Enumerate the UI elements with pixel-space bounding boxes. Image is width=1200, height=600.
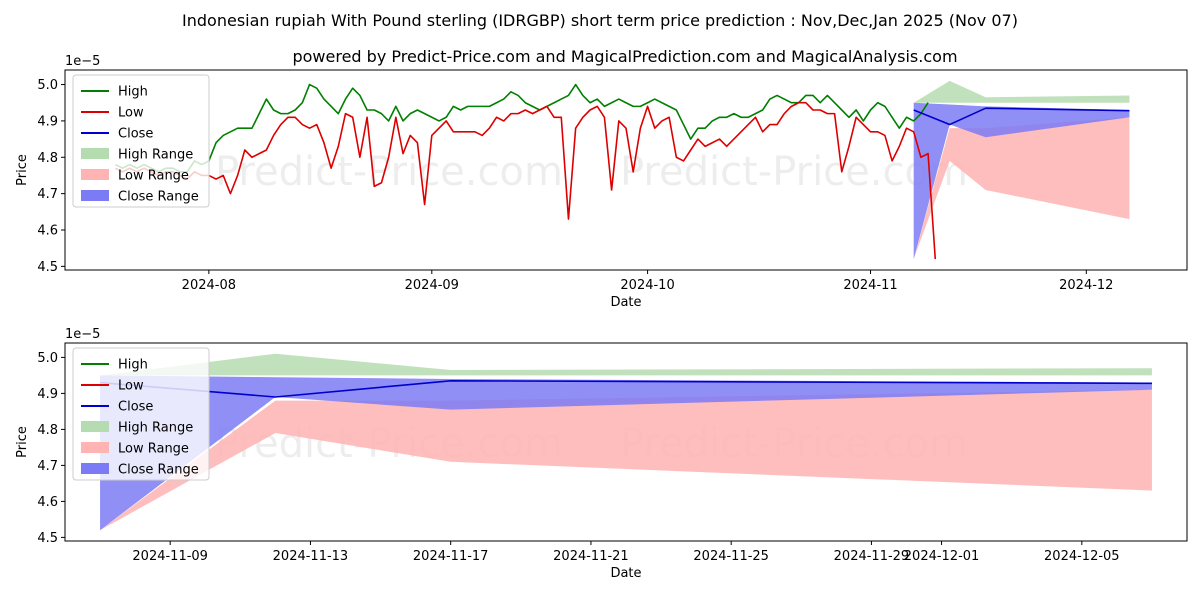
chart-title: Indonesian rupiah With Pound sterling (I… — [182, 11, 1018, 30]
top-low-range-band — [913, 117, 1130, 260]
bottom-legend-swatch-high-range — [81, 421, 109, 432]
top-legend-swatch-high-range — [81, 148, 109, 159]
top-ytick-label: 4.9 — [37, 114, 58, 129]
bottom-ytick-label: 4.7 — [37, 459, 58, 474]
bottom-xaxis-label: Date — [610, 566, 641, 581]
top-xaxis-label: Date — [610, 295, 641, 310]
bottom-xtick-label: 2024-11-17 — [413, 549, 489, 564]
top-legend-label-high-range: High Range — [118, 148, 193, 163]
bottom-xtick-label: 2024-11-29 — [834, 549, 910, 564]
bottom-yaxis-label: Price — [15, 426, 30, 458]
bottom-ytick-label: 4.8 — [37, 423, 58, 438]
bottom-chart-panel: Predict-Price.comPredict-Price.com4.54.6… — [15, 327, 1188, 581]
top-xtick-label: 2024-11 — [843, 278, 897, 293]
bottom-xtick-label: 2024-11-25 — [693, 549, 769, 564]
bottom-legend-swatch-close-range — [81, 463, 109, 474]
top-legend-label-high: High — [118, 85, 148, 100]
bottom-legend-label-close-range: Close Range — [118, 463, 199, 478]
top-exponent-label: 1e−5 — [65, 54, 100, 69]
bottom-legend-label-close: Close — [118, 400, 153, 415]
bottom-legend-swatch-low-range — [81, 442, 109, 453]
bottom-ytick-label: 4.5 — [37, 531, 58, 546]
top-legend-swatch-low-range — [81, 169, 109, 180]
top-close-series-line — [913, 107, 1130, 126]
top-chart-panel: Predict-Price.com Predict-Price.com4.54.6… — [15, 54, 1188, 310]
bottom-ytick-label: 5.0 — [37, 351, 58, 366]
top-high-range-band — [913, 80, 1130, 103]
bottom-xtick-label: 2024-12-05 — [1044, 549, 1120, 564]
top-ytick-label: 4.7 — [37, 187, 58, 202]
top-xtick-label: 2024-09 — [405, 278, 459, 293]
top-ytick-label: 4.6 — [37, 224, 58, 239]
bottom-ytick-label: 4.6 — [37, 495, 58, 510]
top-legend-label-close-range: Close Range — [118, 190, 199, 205]
top-legend-swatch-close-range — [81, 190, 109, 201]
top-legend-label-low-range: Low Range — [118, 169, 189, 184]
bottom-legend-label-high: High — [118, 358, 148, 373]
bottom-high-range-band — [100, 353, 1152, 376]
top-xtick-label: 2024-10 — [620, 278, 674, 293]
top-ytick-label: 5.0 — [37, 78, 58, 93]
chart-subtitle: powered by Predict-Price.com and Magical… — [292, 47, 957, 66]
bottom-plot-frame — [64, 342, 1188, 542]
top-high-series-line — [114, 83, 929, 173]
top-yaxis-label: Price — [15, 154, 30, 186]
bottom-xtick-label: 2024-11-13 — [273, 549, 349, 564]
top-legend-label-low: Low — [118, 106, 144, 121]
bottom-plot-area — [99, 353, 1152, 531]
bottom-xtick-label: 2024-12-01 — [904, 549, 980, 564]
top-low-series-line — [114, 101, 937, 260]
top-legend-label-close: Close — [118, 127, 153, 142]
bottom-xtick-label: 2024-11-09 — [132, 549, 208, 564]
top-ytick-label: 4.5 — [37, 260, 58, 275]
bottom-exponent-label: 1e−5 — [65, 327, 100, 342]
top-xtick-label: 2024-12 — [1059, 278, 1113, 293]
bottom-low-range-band — [100, 389, 1152, 531]
bottom-xtick-label: 2024-11-21 — [553, 549, 629, 564]
top-watermark-right: Predict-Price.com — [620, 149, 968, 195]
bottom-legend-label-low: Low — [118, 379, 144, 394]
top-xtick-label: 2024-08 — [182, 278, 236, 293]
bottom-legend-label-low-range: Low Range — [118, 442, 189, 457]
top-plot-frame — [64, 69, 1188, 271]
bottom-ytick-label: 4.9 — [37, 387, 58, 402]
top-ytick-label: 4.8 — [37, 151, 58, 166]
bottom-legend-label-high-range: High Range — [118, 421, 193, 436]
top-plot-area — [114, 80, 1130, 260]
